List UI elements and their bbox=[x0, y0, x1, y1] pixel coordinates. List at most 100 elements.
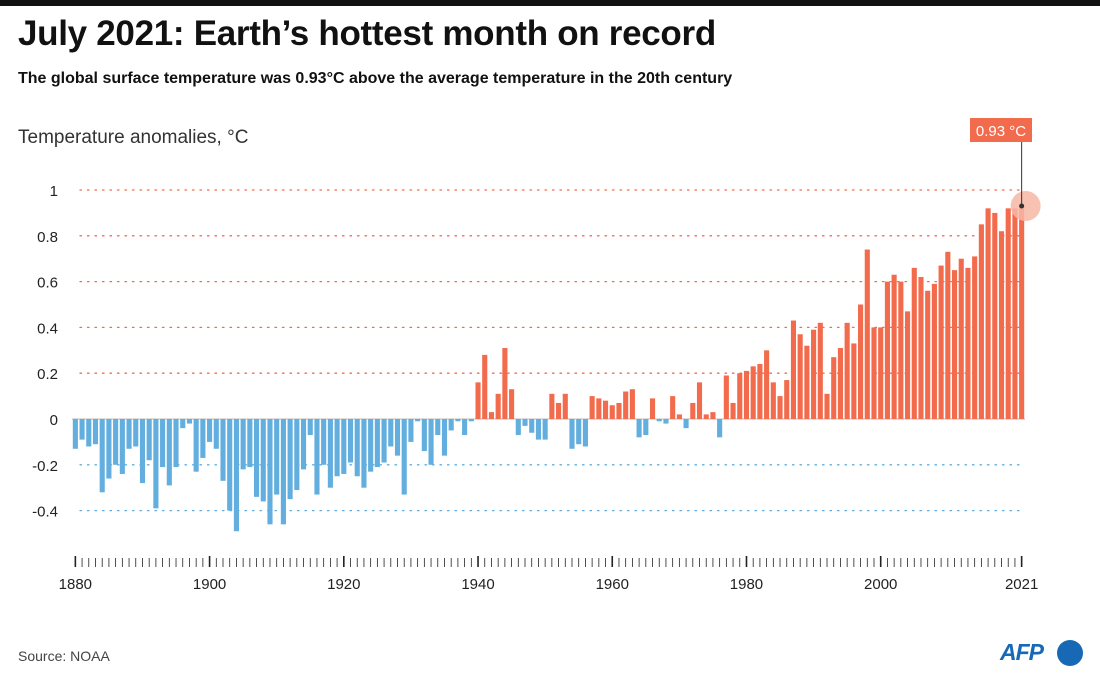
bar bbox=[495, 393, 501, 419]
bar bbox=[515, 419, 521, 436]
bar bbox=[602, 400, 609, 419]
bar bbox=[985, 208, 991, 419]
bar bbox=[878, 327, 884, 419]
bar bbox=[72, 419, 78, 449]
callout-dot bbox=[1019, 203, 1025, 209]
bar bbox=[710, 412, 716, 419]
bar bbox=[891, 274, 897, 419]
bar bbox=[904, 311, 911, 419]
bar bbox=[455, 419, 461, 422]
bar bbox=[394, 419, 401, 456]
bar bbox=[233, 419, 239, 532]
bar bbox=[582, 419, 588, 447]
bar bbox=[99, 419, 105, 493]
bar bbox=[180, 419, 186, 429]
bar bbox=[448, 419, 454, 431]
afp-logo-text: AFP bbox=[1000, 639, 1044, 665]
bar bbox=[334, 419, 340, 477]
bar bbox=[475, 382, 481, 419]
bar bbox=[649, 398, 656, 419]
bar bbox=[133, 419, 139, 447]
bar bbox=[817, 322, 823, 419]
bar bbox=[509, 389, 515, 419]
bar bbox=[556, 402, 562, 419]
x-tick-label: 1960 bbox=[596, 576, 629, 593]
bar bbox=[388, 419, 394, 447]
y-tick-labels: 1 0.8 0.6 0.4 0.2 0 -0.2 -0.4 bbox=[32, 183, 58, 521]
callout: 0.93 °C bbox=[970, 118, 1041, 222]
bar bbox=[656, 419, 662, 422]
bar bbox=[851, 343, 857, 419]
bars bbox=[72, 206, 1025, 532]
y-tick-label: 1 bbox=[50, 183, 58, 200]
bar bbox=[408, 419, 414, 442]
bar bbox=[703, 414, 709, 419]
bar bbox=[247, 419, 253, 468]
bar bbox=[173, 419, 179, 468]
bar bbox=[260, 419, 266, 502]
bar bbox=[314, 419, 320, 495]
bar bbox=[717, 419, 723, 438]
bar bbox=[858, 304, 864, 419]
bar bbox=[307, 419, 313, 436]
bar bbox=[643, 419, 649, 436]
y-tick-label: 0.4 bbox=[37, 320, 58, 337]
bar bbox=[341, 419, 347, 474]
top-rule bbox=[0, 0, 1100, 6]
bar bbox=[287, 419, 293, 500]
bar bbox=[381, 419, 387, 463]
bar bbox=[811, 329, 817, 419]
bar bbox=[428, 419, 434, 465]
bar bbox=[166, 419, 172, 486]
bar bbox=[730, 402, 736, 419]
bar bbox=[186, 419, 193, 424]
bar bbox=[347, 419, 354, 463]
bar bbox=[743, 370, 750, 419]
bar bbox=[435, 419, 441, 436]
bar bbox=[200, 419, 206, 458]
afp-logo: AFP bbox=[1000, 637, 1084, 671]
bar bbox=[213, 419, 219, 449]
page-title: July 2021: Earth’s hottest month on reco… bbox=[18, 14, 716, 53]
bar bbox=[764, 350, 770, 419]
bar bbox=[884, 281, 890, 419]
bar bbox=[146, 419, 152, 461]
bar bbox=[871, 327, 877, 419]
source-note: Source: NOAA bbox=[18, 648, 110, 664]
y-tick-label: 0.6 bbox=[37, 275, 58, 292]
bar bbox=[797, 334, 803, 419]
bar bbox=[938, 265, 944, 419]
bar bbox=[361, 419, 367, 488]
bar bbox=[562, 393, 568, 419]
afp-logo-dot-icon bbox=[1057, 640, 1083, 666]
bar bbox=[126, 419, 132, 449]
callout-label: 0.93 °C bbox=[976, 123, 1026, 140]
bar bbox=[790, 320, 797, 419]
bar bbox=[488, 412, 495, 419]
y-tick-label: 0.8 bbox=[37, 229, 58, 246]
bar bbox=[737, 373, 743, 419]
bar bbox=[998, 231, 1005, 419]
y-axis-label: Temperature anomalies, °C bbox=[18, 127, 249, 148]
bar bbox=[576, 419, 582, 445]
bar bbox=[321, 419, 327, 465]
bar bbox=[824, 393, 830, 419]
bar bbox=[770, 382, 776, 419]
page-subtitle: The global surface temperature was 0.93°… bbox=[18, 70, 733, 87]
bar bbox=[327, 419, 333, 488]
y-tick-label: -0.4 bbox=[32, 504, 58, 521]
bar bbox=[106, 419, 112, 479]
bar bbox=[274, 419, 280, 495]
bar bbox=[636, 419, 642, 438]
bar bbox=[294, 419, 300, 490]
bar bbox=[113, 419, 119, 465]
bar bbox=[207, 419, 213, 442]
bar bbox=[549, 393, 555, 419]
bar bbox=[945, 251, 951, 419]
bar bbox=[368, 419, 374, 472]
bar bbox=[354, 419, 360, 477]
bar bbox=[502, 348, 508, 419]
bar bbox=[280, 419, 286, 525]
bar bbox=[696, 382, 703, 419]
